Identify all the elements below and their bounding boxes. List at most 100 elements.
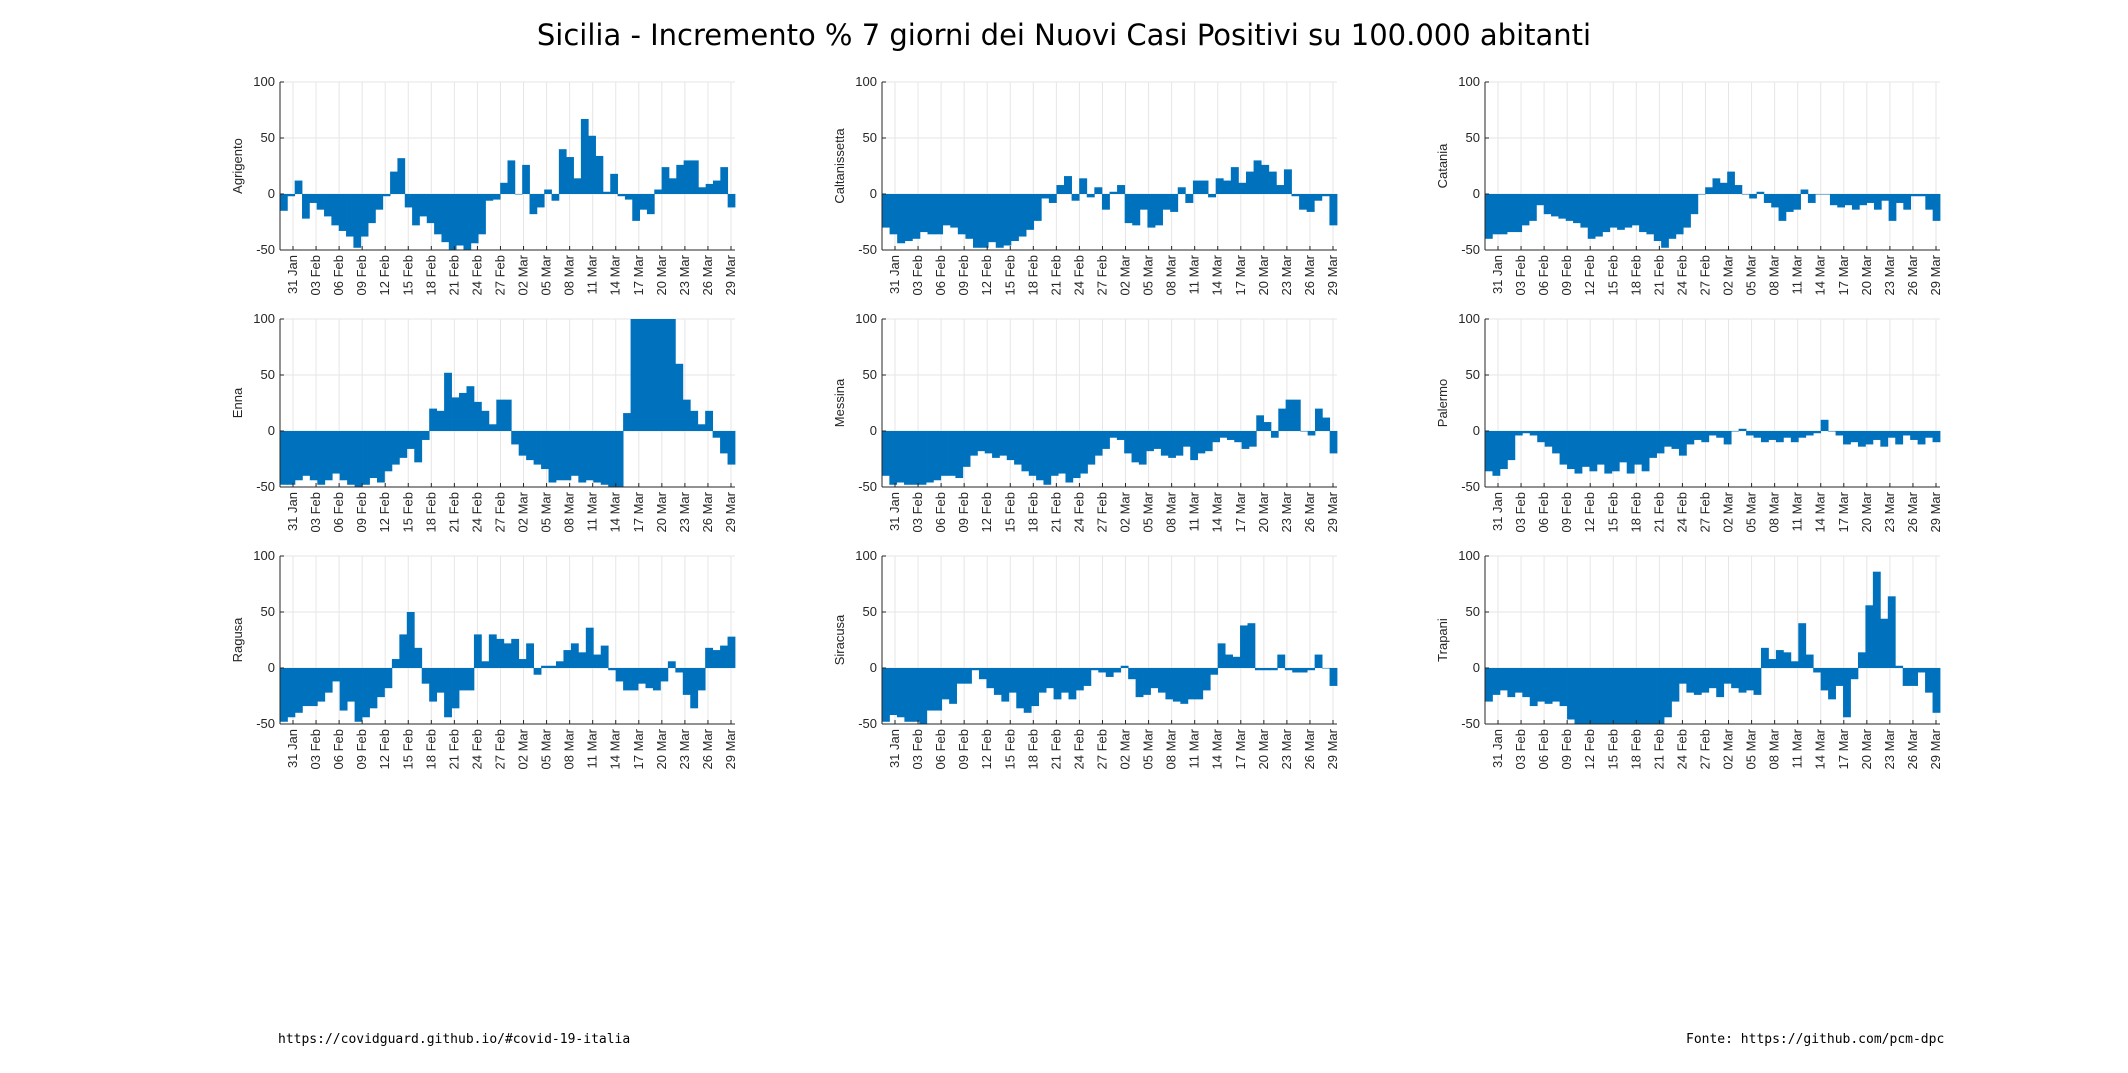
x-tick-label: 24 Feb — [469, 729, 484, 769]
bar — [1514, 194, 1523, 233]
bar — [1589, 431, 1598, 472]
bar — [727, 431, 736, 465]
bar — [1910, 431, 1919, 440]
y-tick-label: 50 — [261, 604, 275, 619]
bar — [1544, 668, 1553, 704]
bar — [927, 194, 936, 235]
panel-messina: -50 0 50 100 31 Jan 03 Feb 06 Feb 09 Feb 12 Feb 1… — [832, 311, 1340, 532]
bar — [1661, 194, 1669, 248]
x-tick-label: 12 Feb — [377, 492, 392, 532]
bar — [667, 661, 676, 668]
bar — [1798, 431, 1807, 438]
x-tick-label: 29 Mar — [1928, 254, 1943, 295]
bar — [1080, 431, 1088, 474]
bar — [1147, 194, 1156, 228]
x-tick-label: 24 Feb — [1674, 255, 1689, 295]
bar — [294, 180, 303, 194]
footer-source-link[interactable]: https://covidguard.github.io/#covid-19-i… — [278, 1032, 631, 1047]
bar — [1143, 668, 1151, 695]
bar — [882, 431, 890, 476]
bar — [287, 431, 296, 485]
bar — [1217, 643, 1226, 668]
bar — [1204, 431, 1213, 452]
bar — [339, 668, 348, 711]
x-tick-label: 02 Mar — [516, 728, 531, 769]
bar — [1041, 194, 1050, 199]
x-tick-label: 31 Jan — [887, 729, 902, 768]
bar — [1604, 431, 1613, 474]
x-tick-label: 21 Feb — [1651, 492, 1666, 532]
y-tick-label: 50 — [1466, 367, 1480, 382]
bar — [1574, 431, 1583, 474]
bar — [1056, 185, 1065, 194]
x-tick-label: 29 Mar — [1325, 728, 1340, 769]
bar — [1485, 668, 1493, 702]
x-tick-label: 03 Feb — [308, 492, 323, 532]
x-tick-label: 20 Mar — [1256, 491, 1271, 532]
x-tick-label: 26 Mar — [700, 728, 715, 769]
x-tick-label: 24 Feb — [1071, 492, 1086, 532]
bar — [1837, 194, 1845, 208]
bar — [904, 194, 913, 242]
bar — [481, 661, 490, 668]
y-tick-label: 50 — [261, 130, 275, 145]
x-tick-label: 15 Feb — [1605, 729, 1620, 769]
bar — [950, 194, 959, 228]
bar — [926, 668, 935, 711]
bar — [1619, 668, 1628, 724]
x-tick-label: 05 Mar — [1141, 491, 1156, 532]
bar — [287, 668, 296, 718]
bar — [1872, 431, 1881, 440]
y-tick-label: 0 — [870, 186, 877, 201]
bar — [1246, 171, 1254, 194]
x-tick-label: 05 Mar — [1141, 254, 1156, 295]
bar — [1234, 431, 1242, 443]
bar — [500, 182, 508, 194]
y-tick-label: -50 — [256, 242, 275, 257]
bar — [727, 636, 736, 668]
bar — [1031, 668, 1040, 707]
bar — [1602, 194, 1611, 233]
bar — [600, 431, 609, 485]
bar — [555, 431, 564, 481]
bar — [390, 171, 398, 194]
bar — [1155, 194, 1163, 226]
x-tick-label: 05 Mar — [539, 254, 554, 295]
bar — [1678, 668, 1687, 684]
bar — [339, 431, 348, 481]
x-tick-label: 06 Feb — [1536, 729, 1551, 769]
panel-caltanissetta: -50 0 50 100 31 Jan 03 Feb 06 Feb 09 Feb 12 Feb 1… — [832, 74, 1340, 295]
bar — [324, 194, 332, 217]
x-tick-label: 06 Feb — [1536, 492, 1551, 532]
x-tick-label: 23 Mar — [1882, 491, 1897, 532]
bar — [459, 668, 467, 691]
bar — [1197, 431, 1206, 454]
bar — [986, 668, 995, 689]
bar — [1738, 428, 1747, 431]
x-tick-label: 11 Mar — [1790, 491, 1805, 531]
bar — [1609, 194, 1618, 228]
bar — [1543, 194, 1552, 215]
bar — [1150, 668, 1159, 689]
bar — [1746, 668, 1754, 691]
x-tick-label: 21 Feb — [1651, 255, 1666, 295]
bar — [1895, 665, 1904, 668]
bar — [1065, 431, 1074, 483]
x-tick-label: 20 Mar — [654, 728, 669, 769]
bar — [595, 155, 604, 194]
bar — [1492, 431, 1501, 476]
bar — [302, 431, 311, 476]
bar — [1537, 431, 1546, 443]
x-tick-label: 15 Feb — [400, 492, 415, 532]
x-tick-label: 26 Mar — [1905, 254, 1920, 295]
x-tick-label: 23 Mar — [677, 491, 692, 532]
bar — [919, 194, 928, 233]
bar — [1292, 399, 1301, 431]
bar — [529, 194, 538, 215]
bar — [496, 638, 505, 668]
bar — [1559, 431, 1568, 465]
bar — [1061, 668, 1069, 693]
bar — [992, 431, 1000, 458]
bar — [1087, 431, 1096, 465]
bar — [1872, 571, 1881, 668]
